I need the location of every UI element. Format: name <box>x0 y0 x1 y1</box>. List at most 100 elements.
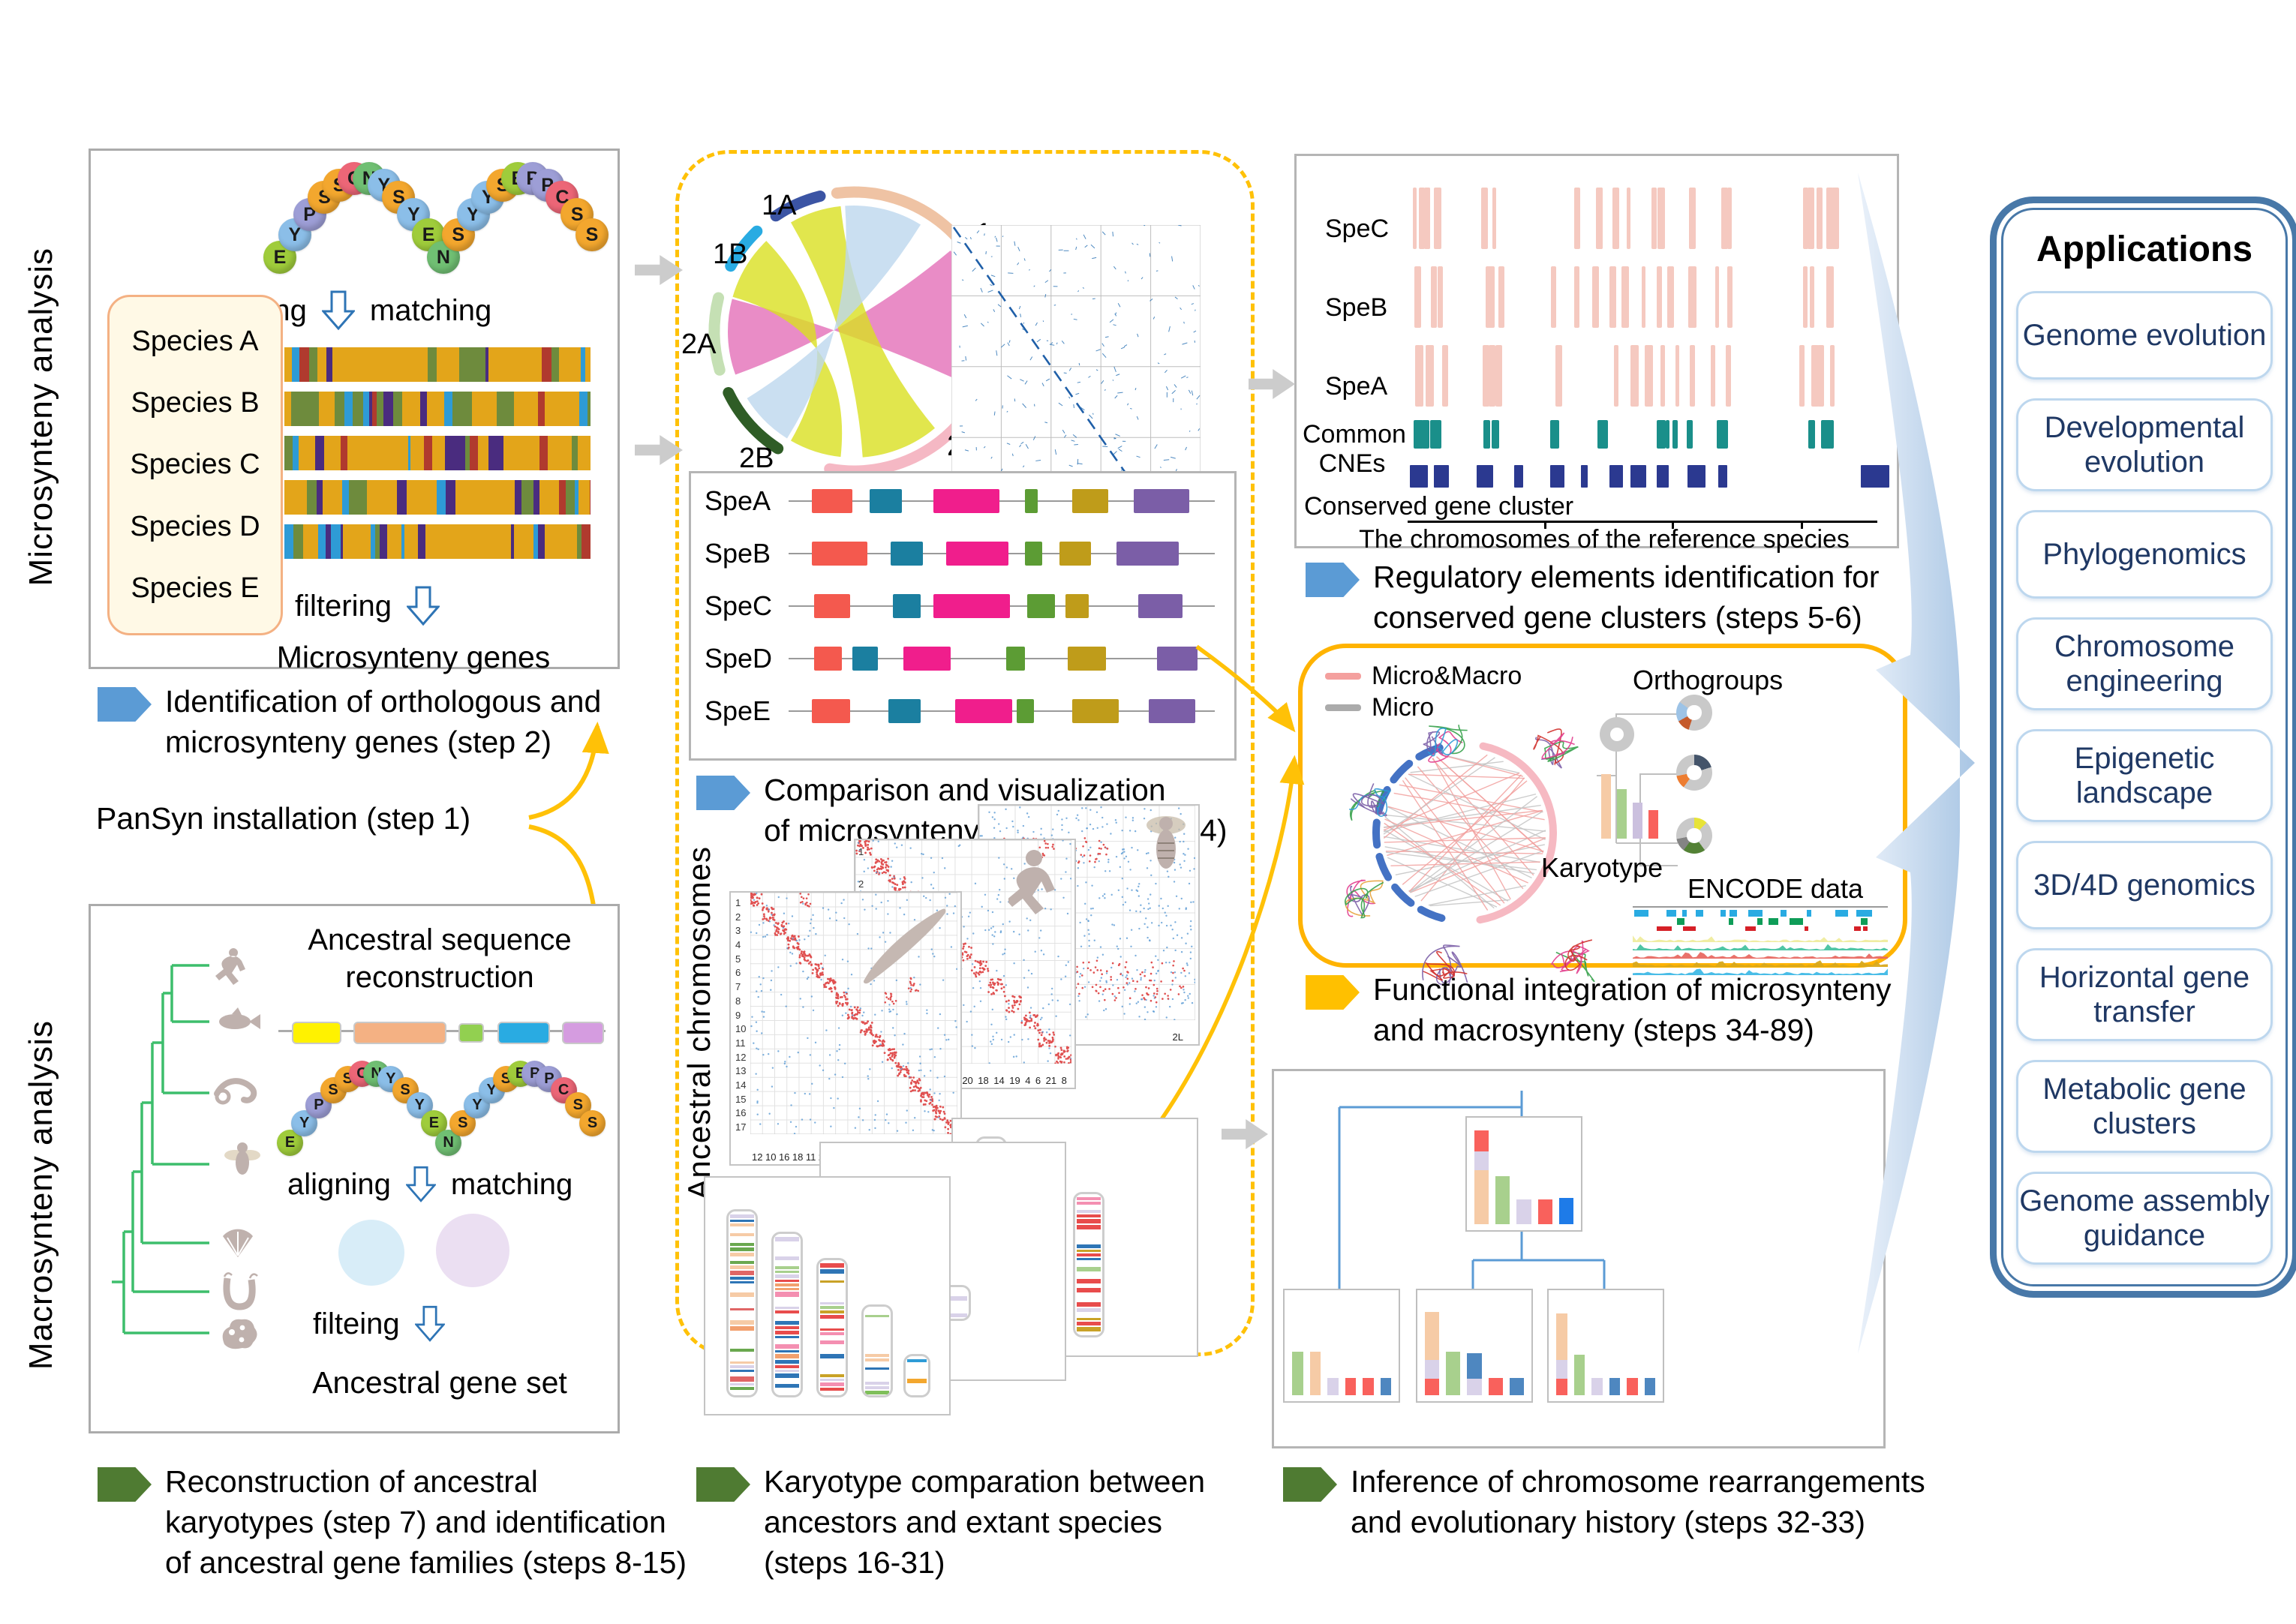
karyotype-panel <box>704 1176 951 1415</box>
legend: Micro&Macro Micro <box>1325 660 1522 723</box>
legend-swatch <box>1325 704 1361 711</box>
step-arrow-icon <box>696 1467 750 1502</box>
circos-label-2A: 2A <box>681 329 717 360</box>
filtering-label: filtering <box>295 589 392 623</box>
fly-icon <box>1146 816 1186 869</box>
axis-label: The chromosomes of the reference species <box>1359 525 1850 554</box>
ancestral-gene-set-label: Ancestral gene set <box>312 1365 567 1400</box>
filtering-row: filteing <box>313 1305 445 1343</box>
applications-flow-arrow <box>1858 173 1975 1354</box>
pansyn-installation-label: PanSyn installation (step 1) <box>96 801 471 836</box>
step-arrow-icon <box>1283 1467 1337 1502</box>
microsynteny-genes-label: Microsynteny genes <box>276 640 551 674</box>
aligning-matching-row: aligning matching <box>287 1166 572 1203</box>
track-label: SpeC <box>1325 215 1390 243</box>
alignment-blocks <box>284 347 591 569</box>
rearrangement-chart <box>1416 1289 1533 1403</box>
orthogroup-donut <box>1676 695 1712 731</box>
application-item: Horizontal gene transfer <box>2016 948 2273 1041</box>
identification-caption: Identification of orthologous and micros… <box>98 681 601 762</box>
down-arrow-icon <box>321 290 355 331</box>
encode-label: ENCODE data <box>1687 873 1864 904</box>
track-label: SpeB <box>1325 293 1388 322</box>
karyotype-label: Karyotype <box>1541 852 1663 883</box>
karyotype-caption: Karyotype comparation between ancestors … <box>696 1461 1205 1583</box>
track-label: SpeC <box>705 590 773 621</box>
step-arrow-icon <box>1306 563 1360 597</box>
regulatory-panel: SpeC SpeB SpeA Common CNEs Conserved gen… <box>1294 154 1899 554</box>
down-arrow-icon <box>405 1166 436 1203</box>
application-item: Developmental evolution <box>2016 398 2273 491</box>
y-axis-ticks: 1 2 3 4 5 6 7 8 9 10 11 12 13 14 15 16 17 <box>735 897 747 1133</box>
ancestral-reconstruction-title: Ancestral sequence reconstruction <box>308 923 572 994</box>
reconstruction-caption: Reconstruction of ancestral karyotypes (… <box>98 1461 687 1583</box>
species-item: Species D <box>130 510 260 542</box>
species-item: Species C <box>130 449 260 481</box>
down-arrow-icon <box>406 586 440 626</box>
gene-set-circle <box>436 1214 509 1287</box>
inference-panel <box>1272 1069 1886 1448</box>
phylogenetic-tree <box>112 948 260 1349</box>
cne-label: Common CNEs <box>1303 420 1406 479</box>
regulatory-caption: Regulatory elements identification for c… <box>1306 557 1880 638</box>
flow-arrow-icon <box>1249 369 1295 399</box>
orthogroup-donut <box>1676 818 1712 854</box>
cluster-label: Conserved gene cluster <box>1304 492 1574 521</box>
microsynteny-section-label: Microsynteny analysis <box>23 248 59 587</box>
residue-bead: C <box>550 1076 577 1103</box>
rearrangement-chart <box>1283 1289 1400 1403</box>
species-item: Species E <box>131 572 260 605</box>
encode-tracks <box>1633 906 1888 975</box>
orthogroups-label: Orthogroups <box>1633 665 1784 695</box>
ancestral-gene-model <box>278 1020 606 1044</box>
amphioxus-icon <box>863 908 946 984</box>
integration-box: Micro&Macro Micro Orthogroups Karyotype … <box>1298 644 1907 986</box>
track-label: SpeE <box>705 695 771 726</box>
circos-label-2B: 2B <box>739 443 774 474</box>
application-item: Phylogenomics <box>2016 510 2273 599</box>
step-arrow-icon <box>98 687 152 722</box>
track-label: SpeD <box>705 643 773 674</box>
step-arrow-icon <box>696 776 750 810</box>
species-item: Species B <box>131 387 260 419</box>
circos-plot <box>708 186 998 477</box>
circos-label-1A: 1A <box>762 190 797 221</box>
down-arrow-icon <box>414 1305 445 1343</box>
step-arrow-icon <box>98 1467 152 1502</box>
karyotype-mini-bars <box>1601 761 1669 839</box>
species-item: Species A <box>131 325 259 357</box>
macrosynteny-section-label: Macrosynteny analysis <box>23 1020 59 1370</box>
gene-tracks-panel: SpeA SpeB SpeC SpeD SpeE <box>689 471 1237 761</box>
residue-bead: S <box>576 218 609 252</box>
residue-bead: S <box>449 1109 476 1136</box>
macro-micro-hub-plot <box>1372 742 1557 924</box>
residue-bead: S <box>564 1091 591 1118</box>
human-icon <box>1008 850 1055 914</box>
application-item: Metabolic gene clusters <box>2016 1060 2273 1153</box>
application-item: Chromosome engineering <box>2016 617 2273 710</box>
residue-bead: S <box>579 1109 606 1136</box>
integration-caption: Functional integration of microsynteny a… <box>1306 969 1892 1050</box>
residue-bead: Y <box>291 1109 318 1136</box>
ancestor-donut <box>1600 717 1634 752</box>
chromosome-axis <box>1408 521 1877 523</box>
matching-label: matching <box>369 293 492 327</box>
track-label: SpeA <box>1325 372 1388 401</box>
legend-swatch <box>1325 672 1361 680</box>
circos-label-1B: 1B <box>713 239 748 270</box>
inference-tree-lines <box>1338 1091 1606 1289</box>
track-label: SpeA <box>705 485 771 516</box>
rearrangement-chart <box>1465 1116 1582 1232</box>
species-list-box: Species A Species B Species C Species D … <box>107 295 283 635</box>
residue-bead: P <box>293 197 326 231</box>
application-item: Epigenetic landscape <box>2016 729 2273 822</box>
orthogroup-donut <box>1676 755 1712 791</box>
rearrangement-chart <box>1547 1289 1664 1403</box>
application-item: 3D/4D genomics <box>2016 841 2273 929</box>
